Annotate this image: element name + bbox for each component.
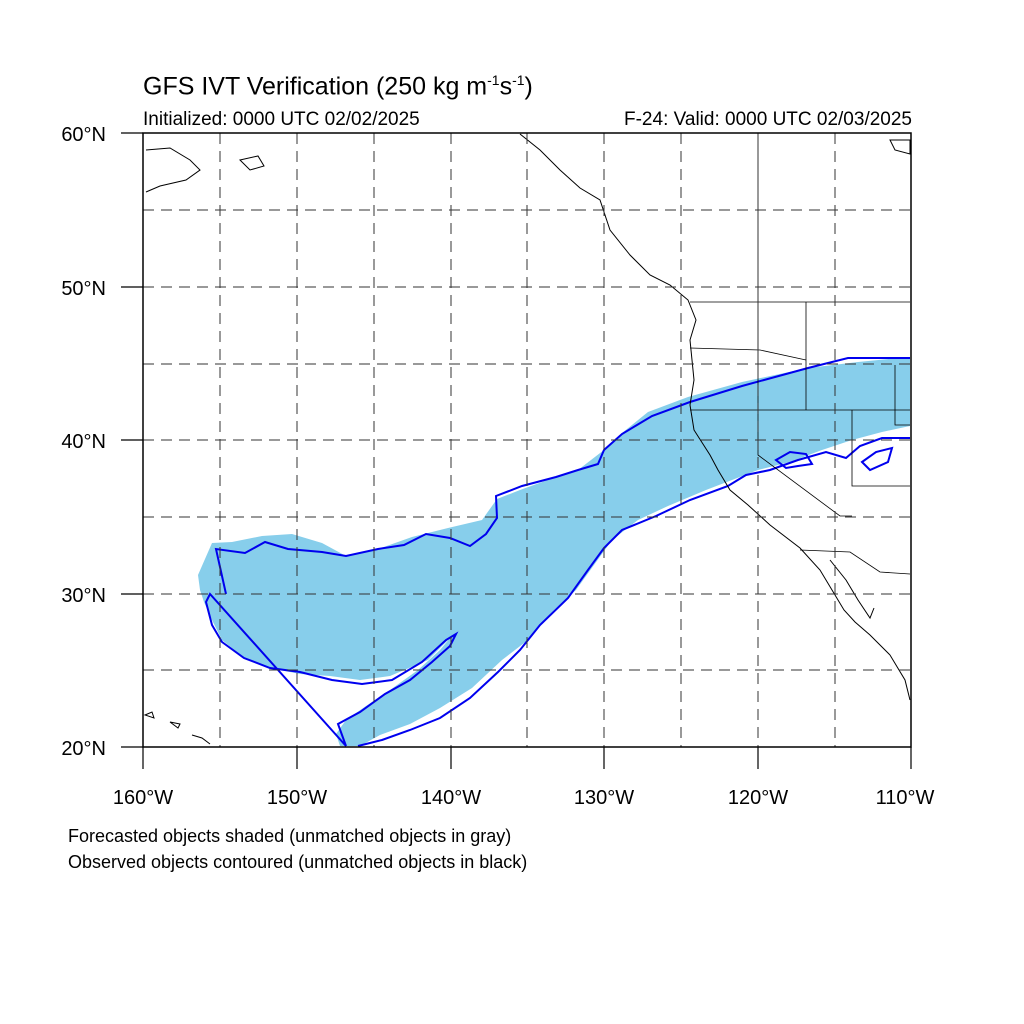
lon-label: 150°W <box>267 787 327 809</box>
lat-label: 60°N <box>61 124 106 146</box>
forecast-note: Forecasted objects shaded (unmatched obj… <box>68 826 512 846</box>
tick-marks <box>121 132 912 769</box>
observed-ivt-contour-inland <box>774 446 894 472</box>
graticule <box>143 133 911 747</box>
lat-label: 40°N <box>61 431 106 453</box>
lat-label: 20°N <box>61 738 106 760</box>
lon-label: 120°W <box>728 787 788 809</box>
coastlines <box>143 133 911 745</box>
state-boundaries <box>689 134 911 575</box>
lat-label: 50°N <box>61 278 106 300</box>
lon-label: 160°W <box>113 787 173 809</box>
forecast-ivt-object <box>198 357 910 746</box>
chart-title: GFS IVT Verification (250 kg m-1s-1) <box>143 72 533 101</box>
latitude-labels: 20°N 30°N 40°N 50°N 60°N <box>61 124 106 760</box>
initialized-label: Initialized: 0000 UTC 02/02/2025 <box>143 109 420 130</box>
lon-label: 140°W <box>421 787 481 809</box>
lat-label: 30°N <box>61 585 106 607</box>
lon-label: 110°W <box>876 787 935 809</box>
observed-ivt-contour <box>204 357 910 747</box>
observed-note: Observed objects contoured (unmatched ob… <box>68 852 528 872</box>
longitude-labels: 160°W 150°W 140°W 130°W 120°W 110°W <box>113 787 935 809</box>
lon-label: 130°W <box>574 787 634 809</box>
valid-time-label: F-24: Valid: 0000 UTC 02/03/2025 <box>624 109 912 130</box>
